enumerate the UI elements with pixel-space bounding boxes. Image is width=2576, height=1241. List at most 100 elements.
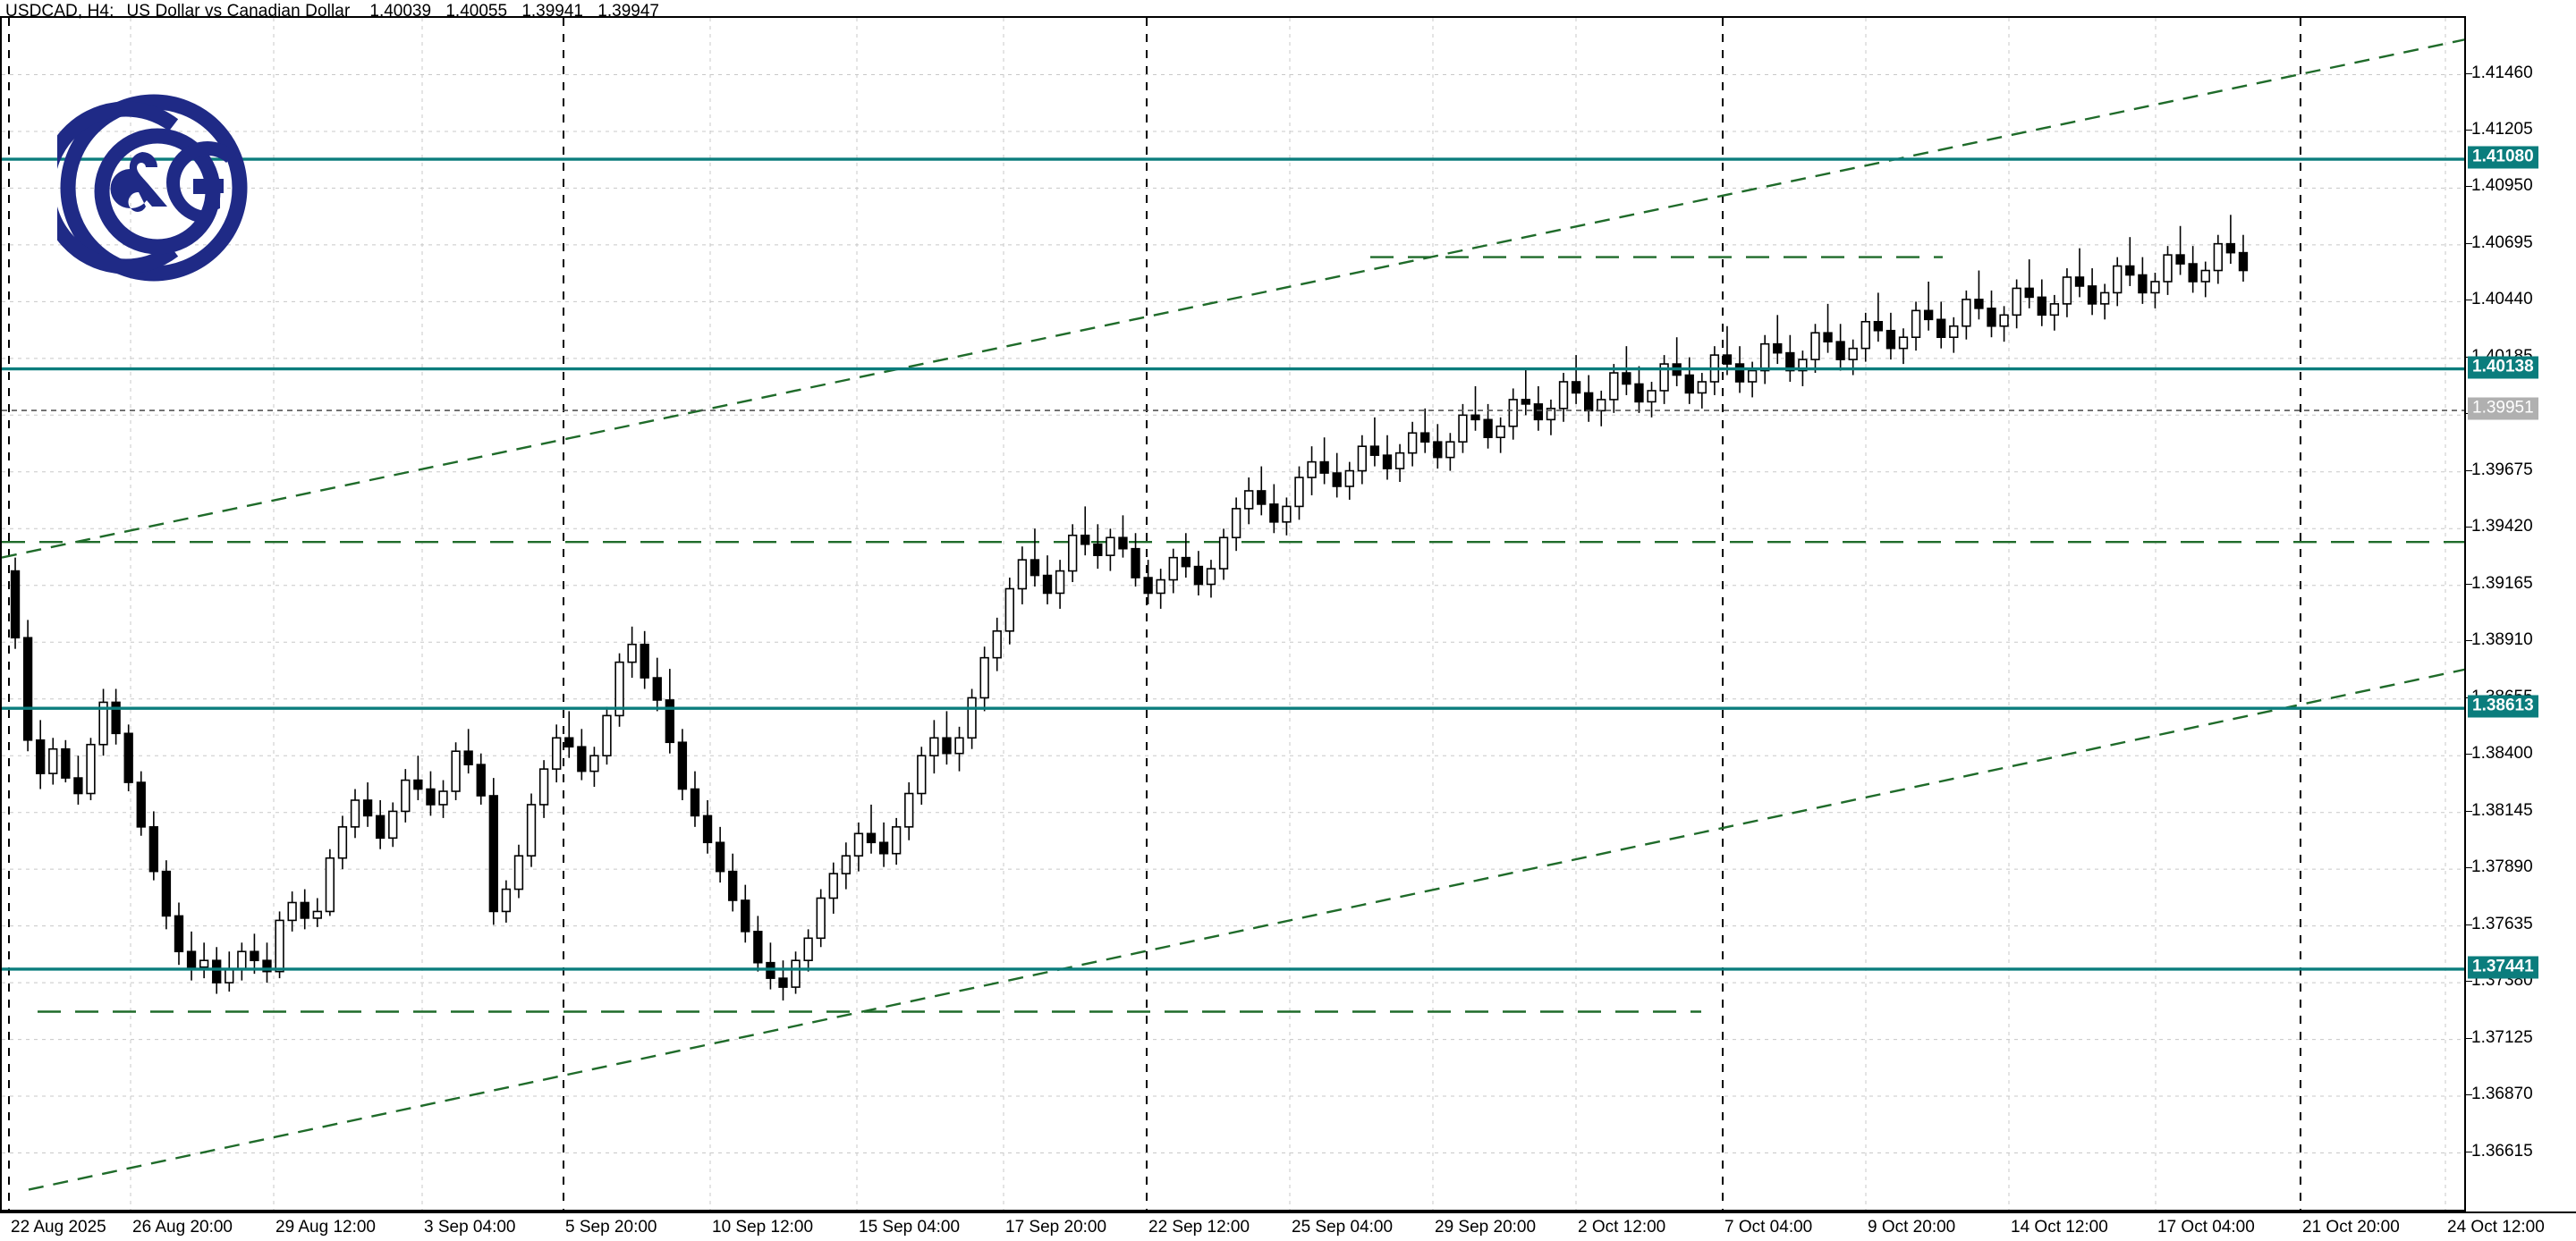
- candle-body: [1974, 299, 1984, 309]
- level-badge-resistance-1[interactable]: 1.41080: [2468, 146, 2538, 169]
- candle-body: [1810, 332, 1820, 360]
- candle-body: [1244, 490, 1254, 510]
- time-tick-label: 24 Oct 12:00: [2447, 1218, 2545, 1237]
- candle-body: [2138, 274, 2148, 294]
- price-tick-label: 1.37635: [2471, 914, 2533, 933]
- candle-body: [1760, 342, 1770, 372]
- candle-body: [1068, 534, 1078, 572]
- price-tick: [2466, 1094, 2472, 1095]
- candle-body: [401, 779, 411, 813]
- candle-body: [451, 750, 461, 792]
- candle-body: [61, 747, 71, 779]
- candle-body: [1382, 454, 1393, 469]
- candle-body: [564, 737, 574, 748]
- candle-body: [614, 661, 624, 717]
- candle-body: [929, 737, 939, 756]
- candle-body: [1873, 320, 1884, 332]
- time-axis[interactable]: 22 Aug 2025 26 Aug 20:00 29 Aug 12:00 3 Sep…: [0, 1211, 2576, 1241]
- candle-body: [438, 790, 448, 806]
- price-chart-canvas[interactable]: [0, 16, 2466, 1211]
- candle-body: [917, 755, 927, 795]
- candle-body: [853, 832, 864, 857]
- candle-body: [476, 764, 486, 797]
- candle-body: [199, 959, 209, 968]
- candle-body: [1508, 399, 1518, 427]
- current-price-badge[interactable]: 1.39951: [2468, 397, 2538, 420]
- candle-body: [652, 677, 662, 701]
- price-tick-label: 1.38400: [2471, 744, 2533, 764]
- candle-body: [300, 901, 309, 919]
- candle-body: [1785, 351, 1795, 372]
- candle-body: [1269, 503, 1279, 523]
- level-badge-support-1[interactable]: 1.38613: [2468, 695, 2538, 718]
- candle-body: [1798, 359, 1808, 372]
- candle-body: [362, 799, 373, 817]
- candle-body: [1357, 445, 1368, 472]
- candle-body: [1747, 369, 1758, 383]
- candle-body: [526, 804, 537, 857]
- candle-body: [904, 792, 914, 828]
- upper-ascending-channel[interactable]: [2, 38, 2464, 559]
- price-tick: [2466, 130, 2472, 131]
- price-tick-label: 1.41205: [2471, 120, 2533, 139]
- candle-body: [1571, 381, 1581, 394]
- candle-body: [1885, 329, 1896, 350]
- candle-body: [1369, 445, 1380, 456]
- price-tick: [2466, 527, 2472, 528]
- candle-body: [488, 795, 498, 913]
- candlestick-chart-svg: [2, 18, 2464, 1210]
- candle-body: [841, 855, 852, 874]
- price-tick: [2466, 981, 2472, 983]
- candle-body: [1420, 432, 1430, 443]
- candle-body: [828, 873, 838, 899]
- price-tick: [2466, 924, 2472, 925]
- lower-ascending-channel[interactable]: [28, 668, 2464, 1191]
- candle-body: [1987, 308, 1996, 327]
- candle-body: [111, 701, 121, 735]
- candle-body: [967, 696, 977, 739]
- price-tick: [2466, 810, 2472, 812]
- candle-body: [1131, 547, 1140, 578]
- time-tick-label: 17 Oct 04:00: [2157, 1218, 2255, 1237]
- level-badge-support-2[interactable]: 1.37441: [2468, 956, 2538, 979]
- price-tick: [2466, 72, 2472, 74]
- price-axis[interactable]: 1.41460 1.41205 1.40950 1.40695 1.40440 1.401…: [2466, 16, 2576, 1211]
- price-tick-label: 1.40440: [2471, 290, 2533, 309]
- candle-body: [1407, 432, 1418, 454]
- time-tick-label: 26 Aug 20:00: [132, 1218, 233, 1237]
- candle-body: [1206, 568, 1216, 586]
- candle-body: [325, 857, 335, 913]
- candle-body: [2049, 303, 2060, 317]
- candle-body: [2200, 269, 2210, 283]
- candle-body: [287, 901, 297, 922]
- candle-body: [979, 656, 989, 699]
- candle-body: [1848, 347, 1858, 360]
- candle-body: [640, 643, 649, 679]
- candle-body: [1344, 469, 1354, 487]
- candle-body: [237, 950, 247, 970]
- price-tick-label: 1.39165: [2471, 573, 2533, 593]
- price-tick-label: 1.37890: [2471, 857, 2533, 877]
- time-tick-label: 2 Oct 12:00: [1578, 1218, 1666, 1237]
- price-tick: [2466, 469, 2472, 471]
- candle-body: [1042, 574, 1053, 595]
- candle-body: [123, 732, 133, 783]
- price-tick-label: 1.36615: [2471, 1141, 2533, 1161]
- candle-body: [2037, 296, 2046, 317]
- price-tick: [2466, 583, 2472, 585]
- candle-body: [73, 777, 83, 795]
- candle-body: [1722, 354, 1733, 365]
- candle-body: [538, 768, 549, 806]
- candle-body: [1307, 460, 1317, 478]
- candle-body: [1584, 392, 1594, 412]
- price-tick-label: 1.41460: [2471, 63, 2533, 82]
- candle-body: [2012, 287, 2021, 317]
- candle-body: [2125, 265, 2135, 276]
- price-tick-label: 1.40950: [2471, 176, 2533, 196]
- candle-body: [715, 841, 725, 873]
- candle-body: [413, 779, 423, 790]
- time-tick-label: 15 Sep 04:00: [859, 1218, 961, 1237]
- candle-body: [375, 815, 386, 840]
- level-badge-resistance-2[interactable]: 1.40138: [2468, 356, 2538, 379]
